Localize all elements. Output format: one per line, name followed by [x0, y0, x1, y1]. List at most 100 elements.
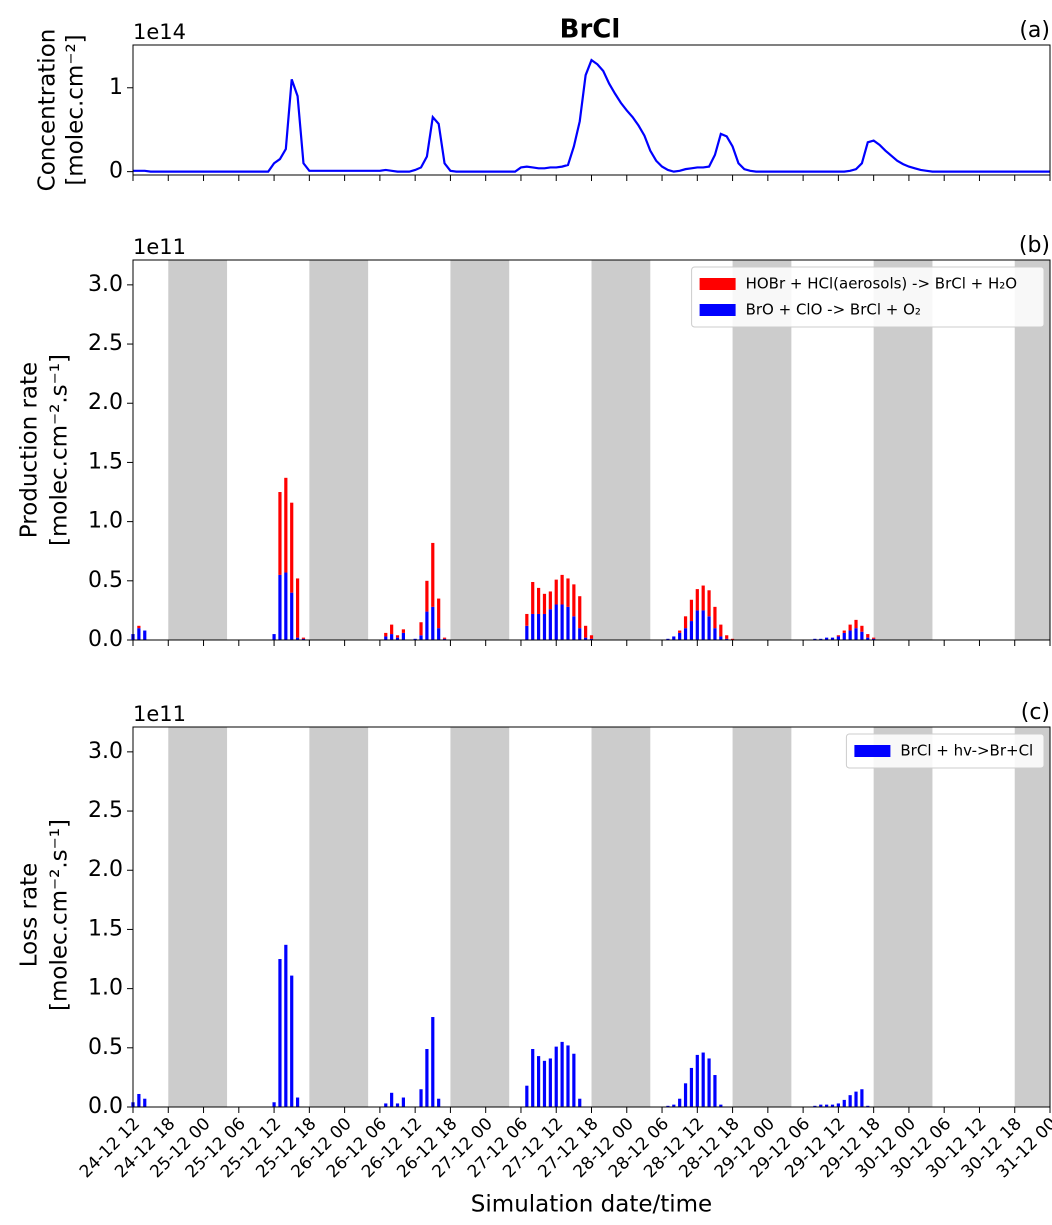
bar	[719, 1104, 723, 1107]
bar	[525, 1085, 529, 1107]
bar	[542, 593, 547, 614]
x-axis-label: Simulation date/time	[471, 1192, 712, 1218]
night-shade	[450, 727, 510, 1107]
bar	[701, 610, 705, 640]
bar	[578, 628, 582, 640]
bar	[666, 638, 670, 640]
bar	[437, 598, 441, 629]
bar	[278, 492, 282, 575]
bar	[525, 625, 529, 640]
bar	[695, 1054, 699, 1107]
panel-label: (a)	[1019, 18, 1050, 43]
bar	[666, 1105, 670, 1107]
bar	[572, 616, 576, 640]
night-shade	[873, 727, 933, 1107]
bar	[701, 585, 705, 611]
bar	[390, 634, 394, 640]
bar	[295, 637, 300, 640]
bar	[678, 1098, 682, 1107]
offset-label: 1e11	[133, 235, 186, 259]
bar	[401, 632, 405, 640]
y-tick-label: 0.5	[88, 1035, 123, 1060]
bar	[707, 616, 711, 640]
y-axis-label: [molec.cm⁻².s⁻¹]	[47, 819, 73, 1011]
bar	[290, 975, 294, 1107]
panel-label: (c)	[1021, 700, 1050, 725]
bar	[713, 606, 717, 629]
y-axis-label: [molec.cm⁻².s⁻¹]	[47, 354, 73, 546]
bar	[419, 635, 423, 640]
bar	[572, 584, 576, 617]
bar	[395, 637, 400, 640]
bar	[672, 636, 676, 640]
bar	[390, 624, 394, 635]
y-tick-label: 0.0	[88, 627, 123, 652]
y-tick-label: 0.0	[88, 1094, 123, 1119]
bar	[560, 1041, 564, 1107]
y-tick-label: 3.0	[88, 739, 123, 764]
bar	[572, 1053, 576, 1107]
bar	[578, 596, 582, 629]
bar	[689, 599, 694, 622]
bar	[531, 581, 535, 614]
bar	[442, 638, 447, 640]
bar	[819, 1104, 823, 1107]
bar	[536, 613, 541, 640]
bar	[431, 1017, 435, 1107]
bar	[278, 959, 282, 1107]
bar	[589, 638, 594, 640]
y-axis-label: Concentration	[35, 29, 61, 192]
bar	[431, 606, 435, 640]
chart-title: BrCl	[560, 15, 621, 45]
y-axis-label: Loss rate	[17, 863, 43, 967]
bar	[813, 1105, 817, 1107]
bar	[525, 613, 529, 626]
bar	[531, 613, 535, 640]
bar	[678, 632, 682, 640]
legend-swatch	[699, 304, 736, 316]
bar	[584, 637, 588, 640]
y-axis-label: Production rate	[17, 362, 43, 538]
y-tick-label: 0.5	[88, 568, 123, 593]
y-axis-label: [molec.cm⁻²]	[63, 34, 89, 185]
bar	[536, 1056, 541, 1107]
legend: BrCl + hv->Br+Cl	[845, 733, 1045, 769]
bar	[719, 624, 723, 637]
bar	[866, 637, 870, 640]
bar	[143, 1098, 147, 1107]
bar	[425, 580, 429, 612]
bar	[830, 1104, 835, 1107]
line	[133, 58, 1050, 173]
bar	[566, 606, 570, 640]
bar	[554, 604, 558, 640]
bar	[825, 637, 829, 640]
bar	[278, 574, 282, 640]
bar	[819, 638, 823, 640]
legend-box	[691, 266, 1045, 328]
bar	[725, 638, 729, 640]
bar	[813, 638, 817, 640]
bar	[560, 574, 564, 605]
legend-swatch	[854, 745, 891, 757]
bar	[713, 1075, 717, 1107]
bar	[566, 578, 570, 607]
bar	[560, 604, 564, 640]
bar	[536, 587, 541, 614]
bar	[848, 630, 852, 640]
bar	[542, 1060, 547, 1107]
bar	[866, 1105, 870, 1107]
y-tick-label: 1.5	[88, 916, 123, 941]
bar	[395, 635, 400, 638]
bar	[584, 625, 588, 638]
bar	[589, 635, 594, 639]
legend-label: BrCl + hv->Br+Cl	[900, 742, 1033, 760]
bar	[425, 1048, 429, 1107]
legend-label: BrO + ClO -> BrCl + O₂	[746, 301, 921, 319]
bar	[825, 1104, 829, 1107]
bar	[695, 610, 699, 640]
bar	[419, 622, 423, 636]
bar	[437, 1098, 441, 1107]
bar	[290, 592, 294, 640]
